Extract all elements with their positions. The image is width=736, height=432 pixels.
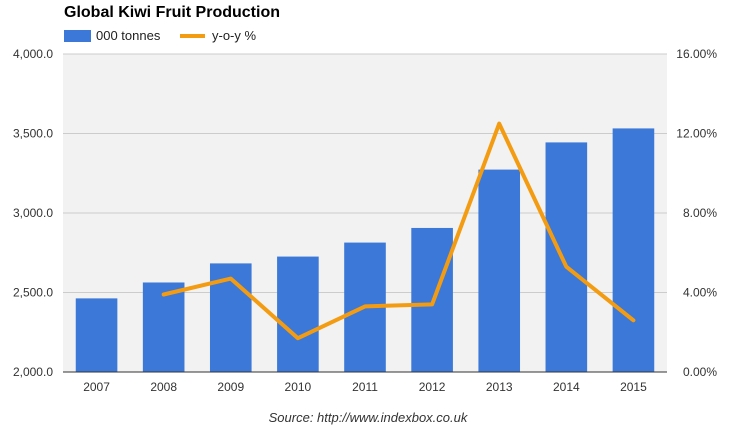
right-tick-label: 16.00%: [676, 47, 717, 61]
left-tick-label: 2,000.0: [13, 365, 53, 379]
source-note: Source: http://www.indexbox.co.uk: [268, 410, 468, 425]
x-tick-label: 2011: [352, 380, 378, 394]
right-tick-label: 0.00%: [683, 365, 717, 379]
right-tick-label: 8.00%: [683, 206, 717, 220]
x-tick-label: 2015: [620, 380, 647, 394]
left-tick-label: 2,500.0: [13, 286, 53, 300]
x-tick-label: 2009: [217, 380, 244, 394]
legend-swatch-yoy: [180, 34, 205, 38]
bar: [545, 142, 588, 372]
x-tick-label: 2012: [419, 380, 446, 394]
x-tick-label: 2008: [150, 380, 177, 394]
legend-swatch-production: [64, 30, 91, 42]
right-tick-label: 12.00%: [676, 127, 717, 141]
chart-title: Global Kiwi Fruit Production: [64, 4, 280, 21]
left-tick-label: 4,000.0: [13, 47, 53, 61]
x-tick-label: 2013: [486, 380, 513, 394]
right-tick-label: 4.00%: [683, 286, 717, 300]
legend-label-production: 000 tonnes: [96, 28, 161, 43]
bar: [478, 169, 521, 372]
yoy-line: [161, 121, 636, 341]
bar: [75, 298, 118, 372]
left-tick-label: 3,500.0: [13, 127, 53, 141]
x-tick-label: 2007: [83, 380, 110, 394]
legend-label-yoy: y-o-y %: [212, 28, 257, 43]
bar: [277, 256, 319, 372]
x-tick-label: 2014: [553, 380, 580, 394]
bar: [612, 128, 655, 372]
bar: [142, 282, 185, 372]
left-tick-label: 3,000.0: [13, 206, 53, 220]
x-tick-label: 2010: [285, 380, 312, 394]
